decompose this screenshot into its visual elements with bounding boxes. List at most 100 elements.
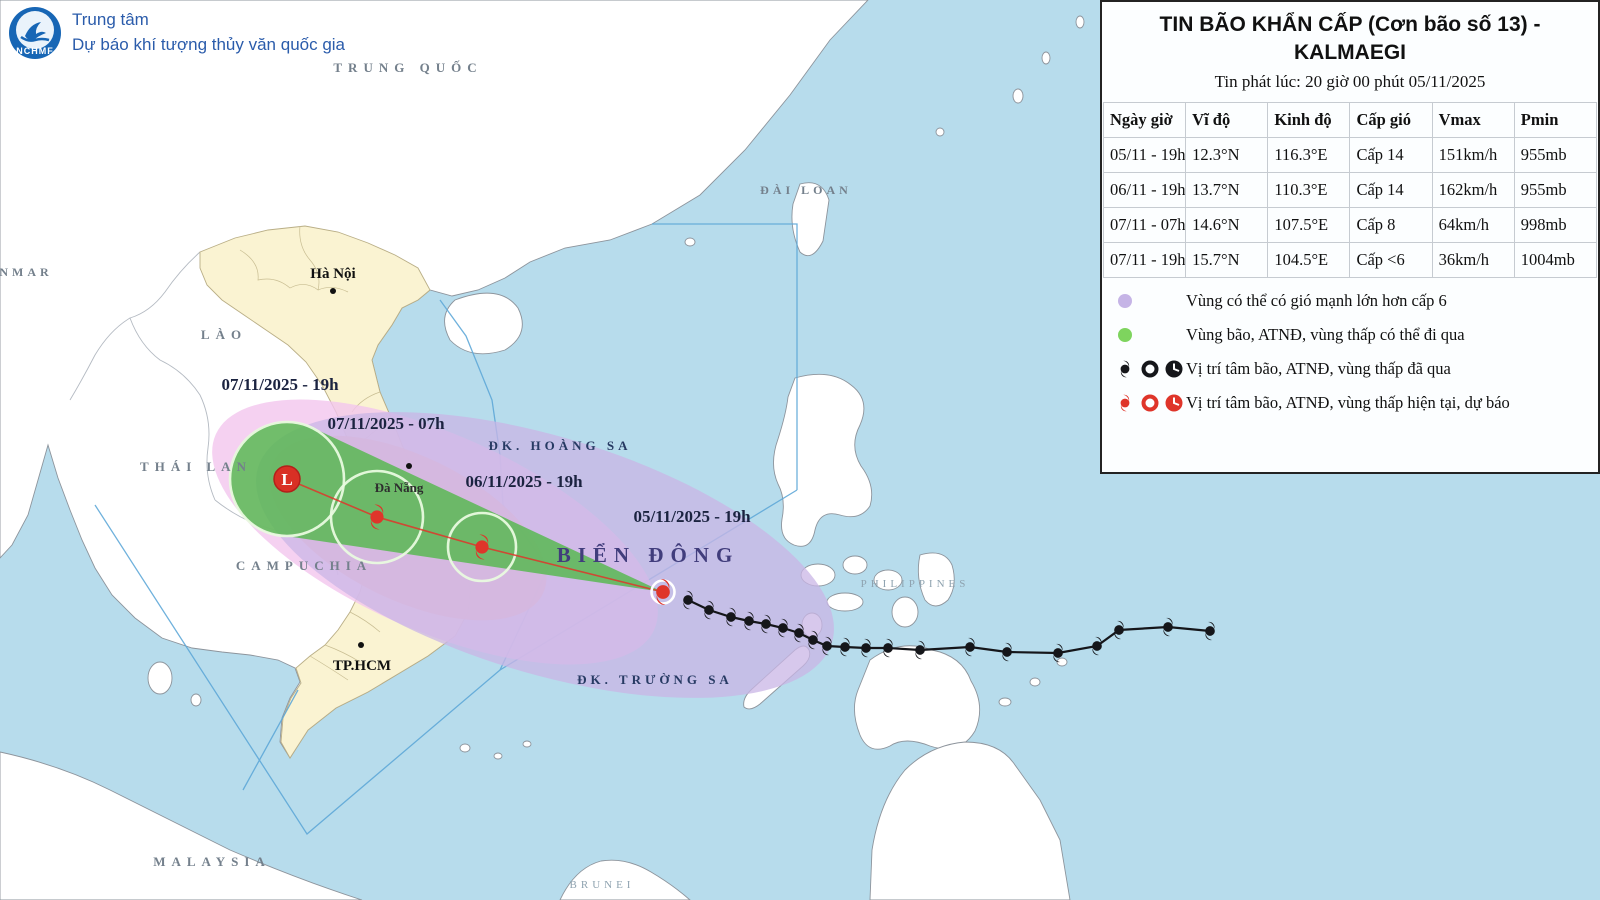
map-label-ha-noi: Hà Nội (310, 266, 355, 282)
island-1 (190, 693, 202, 707)
low-pressure-marker[interactable] (273, 465, 301, 493)
map-label-tphcm: TP.HCM (333, 658, 391, 674)
island-10 (998, 697, 1012, 707)
clock-icon-forecast (1165, 394, 1183, 412)
clock-icon-past (1165, 360, 1183, 378)
table-cell: 955mb (1513, 171, 1598, 208)
land-visayas-5 (891, 596, 919, 628)
table-cell: Cấp <6 (1349, 241, 1433, 278)
island-4 (522, 740, 532, 748)
island-6 (1041, 51, 1051, 65)
island-phu-quoc (147, 661, 173, 695)
legend-row-pass-area: Vùng bão, ATNĐ, vùng thấp có thể đi qua (1108, 318, 1594, 352)
forecast-table-header-row: Ngày giờ Vĩ độ Kinh độ Cấp gió Vmax Pmin (1102, 101, 1598, 138)
table-header-cell: Kinh độ (1267, 101, 1351, 138)
danger-zones (212, 399, 834, 698)
map-label-nmar: NMAR (0, 265, 53, 279)
zone-green-cone (229, 421, 664, 592)
table-cell: 07/11 - 07h (1102, 206, 1187, 243)
table-cell: 13.7°N (1185, 171, 1269, 208)
map-label-thai-lan: THÁI LAN (140, 459, 252, 474)
island-11 (1029, 677, 1041, 687)
brand-header: NCHMF Trung tâm Dự báo khí tượng thủy vă… (8, 6, 345, 60)
panel-title: TIN BÃO KHẨN CẤP (Cơn bão số 13) - KALMA… (1102, 11, 1598, 68)
table-cell: 998mb (1513, 206, 1598, 243)
forecast-track-line (286, 478, 664, 593)
table-cell: 64km/h (1431, 206, 1515, 243)
map-label-bien-dong: BIỂN ĐÔNG (557, 543, 740, 567)
table-cell: 05/11 - 19h (1102, 136, 1187, 173)
table-header-cell: Cấp gió (1349, 101, 1433, 138)
map-label-malaysia: MALAYSIA (153, 854, 271, 869)
island-5 (1012, 88, 1024, 104)
current-position-ring (650, 579, 676, 605)
nchmf-logo: NCHMF (9, 7, 61, 59)
map-label-hoang-sa: ĐK. HOÀNG SA (489, 438, 632, 453)
table-cell: 15.7°N (1185, 241, 1269, 278)
legend-label: Vị trí tâm bão, ATNĐ, vùng thấp hiện tại… (1186, 392, 1510, 412)
forecast-uncertainty-circle (446, 511, 518, 583)
da-nang-dot (406, 463, 412, 469)
table-cell: 162km/h (1431, 171, 1515, 208)
table-cell: 36km/h (1431, 241, 1515, 278)
land-visayas-4 (826, 592, 864, 612)
island-2 (459, 743, 471, 753)
land-luzon (773, 373, 873, 547)
org-name-line2: Dự báo khí tượng thủy văn quốc gia (72, 34, 346, 54)
current-position-icons (1108, 392, 1186, 414)
forecast-circle-group (228, 420, 518, 583)
panel-title-line2: KALMAEGI (1294, 41, 1406, 65)
table-row[interactable]: 07/11 - 19h 15.7°N 104.5°E Cấp <6 36km/h 1004… (1102, 241, 1598, 278)
map-label-trung-quoc: TRUNG QUỐC (333, 60, 482, 75)
legend-row-wind-area: Vùng có thể có gió mạnh lớn hơn cấp 6 (1108, 284, 1594, 318)
panel-title-line1: TIN BÃO KHẨN CẤP (Cơn bão số 13) - (1159, 13, 1541, 36)
map-label-date-07-07h: 07/11/2025 - 07h (327, 414, 445, 433)
map-label-lao: LÀO (201, 327, 247, 342)
track-marker-group: L (273, 465, 1215, 663)
table-cell: 955mb (1513, 136, 1598, 173)
island-7 (1075, 15, 1085, 29)
table-row[interactable]: 05/11 - 19h 12.3°N 116.3°E Cấp 14 151km/h 955… (1102, 136, 1598, 173)
legend: Vùng có thể có gió mạnh lớn hơn cấp 6 Vù… (1108, 284, 1594, 420)
forecast-table: Ngày giờ Vĩ độ Kinh độ Cấp gió Vmax Pmin 05/1… (1102, 101, 1598, 278)
map-label-da-nang: Đà Nẵng (375, 480, 424, 495)
forecast-uncertainty-circle (228, 420, 346, 538)
table-row[interactable]: 07/11 - 07h 14.6°N 107.5°E Cấp 8 64km/h 998mb (1102, 206, 1598, 243)
storm-pass-area-icon (1108, 327, 1186, 342)
table-header-cell: Vmax (1431, 101, 1515, 138)
table-cell: 12.3°N (1185, 136, 1269, 173)
storm-info-panel: TIN BÃO KHẨN CẤP (Cơn bão số 13) - KALMA… (1100, 0, 1600, 474)
map-label-date-05-19h: 05/11/2025 - 19h (633, 507, 751, 526)
island-3 (493, 752, 503, 760)
table-cell: 151km/h (1431, 136, 1515, 173)
table-cell: 104.5°E (1267, 241, 1351, 278)
logo-text: NCHMF (16, 46, 54, 56)
map-label-brunei: BRUNEI (570, 879, 635, 891)
table-cell: Cấp 14 (1349, 171, 1433, 208)
legend-row-past-position: Vị trí tâm bão, ATNĐ, vùng thấp đã qua (1108, 352, 1594, 386)
legend-label: Vị trí tâm bão, ATNĐ, vùng thấp đã qua (1186, 358, 1451, 378)
island-12 (1056, 657, 1068, 667)
map-label-truong-sa: ĐK. TRƯỜNG SA (577, 672, 733, 687)
table-cell: 06/11 - 19h (1102, 171, 1187, 208)
land-visayas-3 (873, 569, 903, 591)
org-name: Trung tâm Dự báo khí tượng thủy văn quốc… (72, 6, 345, 57)
table-cell: 110.3°E (1267, 171, 1351, 208)
legend-row-current-position: Vị trí tâm bão, ATNĐ, vùng thấp hiện tại… (1108, 386, 1594, 420)
table-cell: Cấp 8 (1349, 206, 1433, 243)
low-pressure-label: L (281, 470, 292, 489)
map-label-dai-loan: ĐÀI LOAN (760, 183, 852, 197)
map-label-group: TRUNG QUỐC ĐÀI LOAN NMAR Hà Nội LÀO THÁI LAN C… (0, 60, 965, 891)
circle-icon-past (1141, 360, 1159, 378)
table-cell: 116.3°E (1267, 136, 1351, 173)
typhoon-icon-forecast (1120, 394, 1130, 411)
island-8 (935, 127, 945, 137)
org-name-line1: Trung tâm (72, 10, 149, 29)
table-cell: 1004mb (1513, 241, 1598, 278)
wind-area-icon (1108, 293, 1186, 308)
table-cell: Cấp 14 (1349, 136, 1433, 173)
legend-label: Vùng có thể có gió mạnh lớn hơn cấp 6 (1186, 290, 1447, 310)
map-label-campuchia: CAMPUCHIA (236, 558, 372, 573)
table-row[interactable]: 06/11 - 19h 13.7°N 110.3°E Cấp 14 162km/h 955… (1102, 171, 1598, 208)
land-malay-peninsula (0, 751, 363, 900)
